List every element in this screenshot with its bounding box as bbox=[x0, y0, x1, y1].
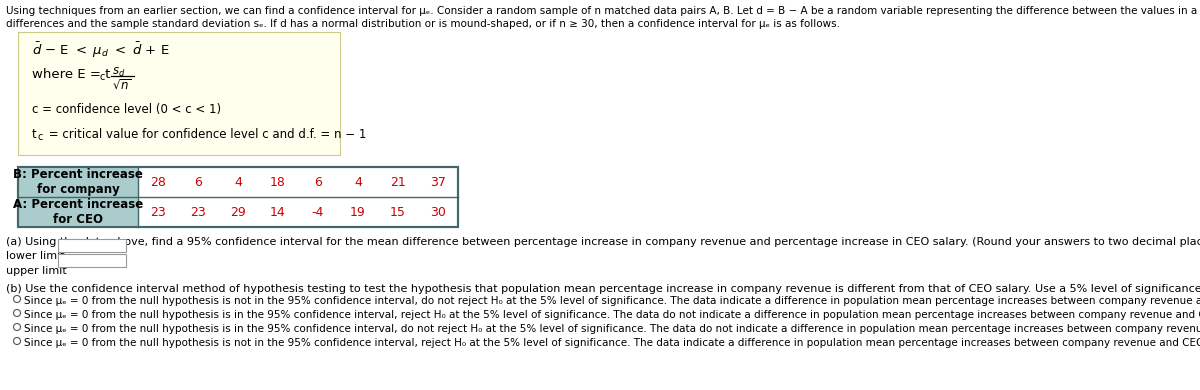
Bar bbox=[58, 254, 126, 267]
Text: 28: 28 bbox=[150, 176, 166, 188]
Bar bbox=[18, 167, 138, 197]
Text: 21: 21 bbox=[390, 176, 406, 188]
Text: Using techniques from an earlier section, we can find a confidence interval for : Using techniques from an earlier section… bbox=[6, 6, 1200, 16]
Text: where E = t: where E = t bbox=[32, 68, 110, 81]
Text: upper limit: upper limit bbox=[6, 266, 67, 276]
Bar bbox=[58, 239, 126, 252]
Text: Since μₑ = 0 from the null hypothesis is not in the 95% confidence interval, rej: Since μₑ = 0 from the null hypothesis is… bbox=[24, 338, 1200, 348]
Text: (b) Use the confidence interval method of hypothesis testing to test the hypothe: (b) Use the confidence interval method o… bbox=[6, 284, 1200, 294]
Text: $\bar{d}$ $-$ E $<$ $\mu_d$ $<$ $\bar{d}$ + E: $\bar{d}$ $-$ E $<$ $\mu_d$ $<$ $\bar{d}… bbox=[32, 40, 169, 60]
Text: differences and the sample standard deviation sₑ. If d has a normal distribution: differences and the sample standard devi… bbox=[6, 19, 840, 29]
Text: 4: 4 bbox=[234, 176, 242, 188]
Text: 37: 37 bbox=[430, 176, 446, 188]
Text: $s_d$: $s_d$ bbox=[112, 66, 126, 79]
Text: $\sqrt{n}$: $\sqrt{n}$ bbox=[112, 78, 132, 92]
Text: Since μₑ = 0 from the null hypothesis is not in the 95% confidence interval, do : Since μₑ = 0 from the null hypothesis is… bbox=[24, 296, 1200, 306]
Text: -4: -4 bbox=[312, 206, 324, 218]
Text: 23: 23 bbox=[150, 206, 166, 218]
Text: Since μₑ = 0 from the null hypothesis is in the 95% confidence interval, do not : Since μₑ = 0 from the null hypothesis is… bbox=[24, 324, 1200, 334]
Text: (a) Using the data above, find a 95% confidence interval for the mean difference: (a) Using the data above, find a 95% con… bbox=[6, 237, 1200, 247]
Bar bbox=[18, 167, 458, 227]
Text: 14: 14 bbox=[270, 206, 286, 218]
Text: 6: 6 bbox=[194, 176, 202, 188]
Text: 6: 6 bbox=[314, 176, 322, 188]
Text: B: Percent increase
for company: B: Percent increase for company bbox=[13, 168, 143, 196]
Bar bbox=[18, 167, 458, 227]
Text: 18: 18 bbox=[270, 176, 286, 188]
Text: 30: 30 bbox=[430, 206, 446, 218]
Bar bbox=[18, 197, 138, 227]
Text: 29: 29 bbox=[230, 206, 246, 218]
Text: c: c bbox=[100, 72, 106, 82]
Text: 23: 23 bbox=[190, 206, 206, 218]
Text: Since μₑ = 0 from the null hypothesis is in the 95% confidence interval, reject : Since μₑ = 0 from the null hypothesis is… bbox=[24, 310, 1200, 320]
Text: A: Percent increase
for CEO: A: Percent increase for CEO bbox=[13, 198, 143, 226]
FancyBboxPatch shape bbox=[18, 32, 340, 155]
Text: c = confidence level (0 < c < 1): c = confidence level (0 < c < 1) bbox=[32, 103, 221, 116]
Text: 19: 19 bbox=[350, 206, 366, 218]
Text: 15: 15 bbox=[390, 206, 406, 218]
Text: t: t bbox=[32, 128, 37, 141]
Text: c: c bbox=[38, 132, 43, 142]
Text: 4: 4 bbox=[354, 176, 362, 188]
Text: = critical value for confidence level c and d.f. = n − 1: = critical value for confidence level c … bbox=[46, 128, 366, 141]
Text: lower limit: lower limit bbox=[6, 251, 65, 261]
